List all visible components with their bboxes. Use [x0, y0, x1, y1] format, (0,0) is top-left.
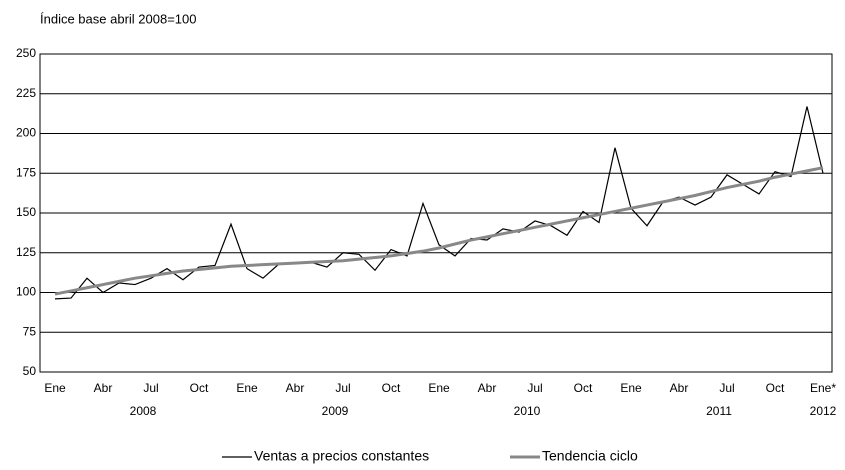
y-tick-label: 100 [16, 285, 36, 299]
x-tick-label: Abr [670, 381, 689, 395]
x-tick-label: Ene [236, 381, 258, 395]
y-tick-label: 225 [16, 86, 36, 100]
x-tick-label: Jul [335, 381, 350, 395]
year-label: 2009 [322, 404, 349, 418]
y-tick-label: 125 [16, 245, 36, 259]
x-tick-label: Ene [44, 381, 66, 395]
x-tick-label: Jul [143, 381, 158, 395]
x-tick-label: Abr [286, 381, 305, 395]
year-label: 2011 [706, 404, 732, 418]
x-tick-label: Oct [766, 381, 785, 395]
x-tick-label: Oct [190, 381, 209, 395]
y-tick-label: 175 [16, 165, 36, 179]
data-line [54, 166, 824, 296]
legend-label: Ventas a precios constantes [254, 448, 429, 464]
x-tick-label: Jul [527, 381, 542, 395]
y-tick-label: 150 [16, 205, 36, 219]
year-label: 2010 [514, 404, 541, 418]
x-tick-label: Oct [382, 381, 401, 395]
chart-title: Índice base abril 2008=100 [40, 11, 196, 26]
x-tick-label: Abr [94, 381, 113, 395]
legend-label: Tendencia ciclo [542, 448, 638, 464]
year-label: 2008 [130, 404, 157, 418]
x-tick-label: Ene [620, 381, 642, 395]
x-tick-label: Oct [574, 381, 593, 395]
x-tick-label: Jul [719, 381, 734, 395]
y-tick-label: 75 [23, 324, 37, 338]
x-tick-label: Ene [428, 381, 450, 395]
y-tick-label: 200 [16, 126, 36, 140]
y-tick-label: 250 [16, 46, 36, 60]
year-label: 2012 [810, 404, 837, 418]
x-tick-label: Abr [478, 381, 497, 395]
x-tick-label: Ene* [810, 381, 836, 395]
y-tick-label: 50 [23, 364, 37, 378]
data-line [54, 106, 824, 300]
